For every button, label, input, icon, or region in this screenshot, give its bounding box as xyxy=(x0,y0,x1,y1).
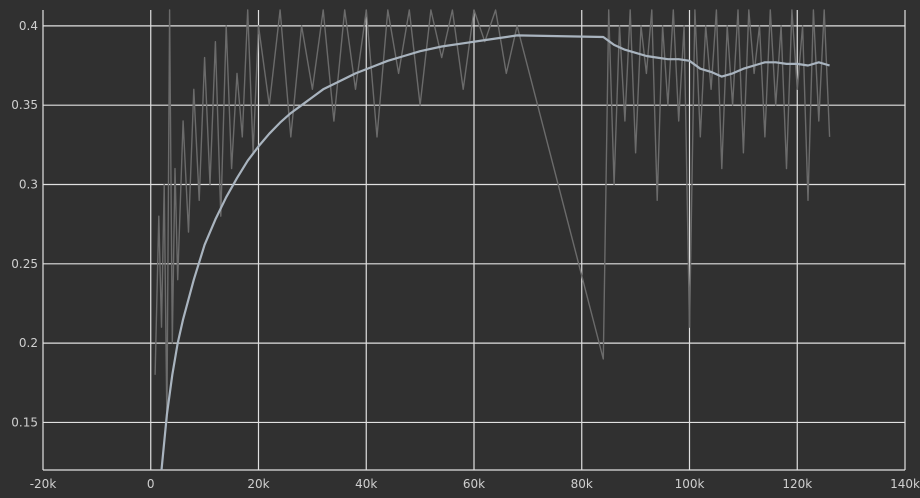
x-tick-label: -20k xyxy=(30,477,57,491)
x-tick-label: 0 xyxy=(147,477,155,491)
y-tick-label: 0.3 xyxy=(19,177,38,191)
y-axis: 0.15 0.2 0.25 0.3 0.35 0.4 xyxy=(11,19,38,430)
x-tick-label: 60k xyxy=(463,477,485,491)
x-tick-label: 100k xyxy=(675,477,705,491)
x-tick-label: 20k xyxy=(247,477,269,491)
y-tick-label: 0.35 xyxy=(11,98,38,112)
x-axis: -20k 0 20k 40k 60k 80k 100k 120k 140k xyxy=(30,477,920,491)
y-tick-label: 0.25 xyxy=(11,257,38,271)
y-tick-label: 0.15 xyxy=(11,415,38,429)
x-tick-label: 140k xyxy=(890,477,920,491)
smoothed-series-line xyxy=(160,34,830,471)
grid xyxy=(42,10,906,471)
x-tick-label: 40k xyxy=(355,477,377,491)
raw-series-line xyxy=(154,9,831,424)
x-tick-label: 80k xyxy=(571,477,593,491)
x-tick-label: 120k xyxy=(782,477,812,491)
y-tick-label: 0.2 xyxy=(19,336,38,350)
plot-area xyxy=(154,9,831,471)
y-tick-label: 0.4 xyxy=(19,19,38,33)
